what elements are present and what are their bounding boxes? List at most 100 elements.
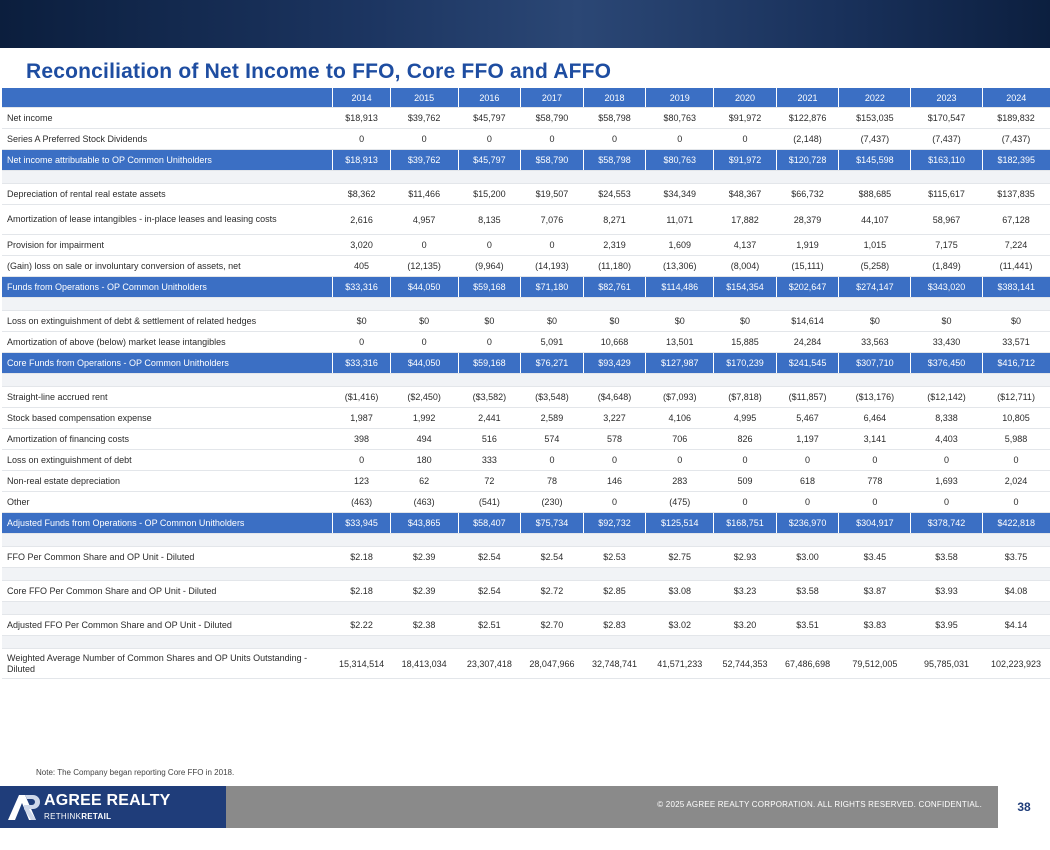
value-cell: 0	[332, 449, 391, 471]
value-cell: ($11,857)	[776, 386, 839, 408]
value-cell: $58,790	[520, 149, 584, 171]
value-cell: 4,403	[910, 428, 983, 450]
value-cell: 10,668	[583, 331, 646, 353]
table-row: (Gain) loss on sale or involuntary conve…	[2, 255, 1050, 277]
value-cell: (8,004)	[713, 255, 777, 277]
value-cell: $33,945	[332, 512, 391, 534]
value-cell: $307,710	[838, 352, 911, 374]
value-cell: 578	[583, 428, 646, 450]
spacer-row	[2, 297, 1050, 311]
value-cell: 1,919	[776, 234, 839, 256]
value-cell: (9,964)	[458, 255, 521, 277]
top-banner	[0, 0, 1050, 48]
year-header: 2018	[582, 88, 646, 108]
subtotal-row: Core Funds from Operations - OP Common U…	[2, 352, 1050, 374]
value-cell: ($13,176)	[838, 386, 911, 408]
value-cell: $2.39	[390, 546, 459, 568]
value-cell: $59,168	[457, 352, 521, 374]
value-cell: 0	[982, 491, 1050, 513]
row-label: Straight-line accrued rent	[2, 386, 333, 408]
company-logo: AGREE REALTY RETHINKRETAIL	[0, 786, 226, 828]
value-cell: $236,970	[775, 512, 839, 534]
value-cell: 7,175	[910, 234, 983, 256]
value-cell: 15,314,514	[332, 648, 391, 679]
value-cell: (11,441)	[982, 255, 1050, 277]
value-cell: (7,437)	[838, 128, 911, 150]
value-cell: 0	[713, 491, 777, 513]
row-label: Net income	[2, 107, 333, 129]
value-cell: $3.08	[645, 580, 714, 602]
value-cell: $170,239	[713, 352, 777, 374]
spacer-row	[2, 533, 1050, 547]
value-cell: $58,798	[583, 107, 646, 129]
value-cell: $2.72	[520, 580, 584, 602]
value-cell: 509	[713, 470, 777, 492]
value-cell: 102,223,923	[982, 648, 1050, 679]
value-cell: 0	[390, 331, 459, 353]
value-cell: $33,316	[332, 352, 391, 374]
value-cell: $18,913	[332, 107, 391, 129]
value-cell: $2.75	[645, 546, 714, 568]
value-cell: 41,571,233	[645, 648, 714, 679]
value-cell: 2,589	[520, 407, 584, 429]
value-cell: $304,917	[838, 512, 911, 534]
value-cell: $416,712	[981, 352, 1050, 374]
value-cell: $34,349	[645, 183, 714, 205]
subtotal-row: Adjusted Funds from Operations - OP Comm…	[2, 512, 1050, 534]
value-cell: 4,106	[645, 407, 714, 429]
value-cell: 4,995	[713, 407, 777, 429]
spacer-cell	[2, 635, 1050, 649]
value-cell: 283	[645, 470, 714, 492]
value-cell: $2.54	[458, 580, 521, 602]
spacer-row	[2, 635, 1050, 649]
table-row: Provision for impairment 3,020 0 0 0 2,319 1,6…	[2, 234, 1050, 256]
value-cell: 1,987	[332, 407, 391, 429]
value-cell: 0	[776, 491, 839, 513]
table-row: Loss on extinguishment of debt 0 180 333 0 0 0…	[2, 449, 1050, 471]
value-cell: $115,617	[910, 183, 983, 205]
spacer-cell	[2, 373, 1050, 387]
value-cell: 0	[332, 128, 391, 150]
value-cell: 7,224	[982, 234, 1050, 256]
value-cell: $3.87	[838, 580, 911, 602]
table-row: Net income $18,913 $39,762 $45,797 $58,790 $5…	[2, 107, 1050, 129]
value-cell: 28,047,966	[520, 648, 584, 679]
value-cell: 5,091	[520, 331, 584, 353]
value-cell: $43,865	[389, 512, 459, 534]
value-cell: $2.85	[583, 580, 646, 602]
value-cell: $2.54	[458, 546, 521, 568]
row-label: Loss on extinguishment of debt & settlem…	[2, 310, 333, 332]
value-cell: $91,972	[713, 149, 777, 171]
table-row: Straight-line accrued rent ($1,416) ($2,45…	[2, 386, 1050, 408]
value-cell: $3.58	[776, 580, 839, 602]
value-cell: $168,751	[713, 512, 777, 534]
year-header: 2021	[775, 88, 839, 108]
value-cell: 1,197	[776, 428, 839, 450]
value-cell: $39,762	[390, 107, 459, 129]
value-cell: ($4,648)	[583, 386, 646, 408]
value-cell: 494	[390, 428, 459, 450]
value-cell: $11,466	[390, 183, 459, 205]
row-label: Amortization of above (below) market lea…	[2, 331, 333, 353]
value-cell: $0	[332, 310, 391, 332]
value-cell: $66,732	[776, 183, 839, 205]
value-cell: $241,545	[775, 352, 839, 374]
value-cell: 0	[838, 449, 911, 471]
value-cell: $58,407	[457, 512, 521, 534]
value-cell: 0	[713, 449, 777, 471]
value-cell: 398	[332, 428, 391, 450]
table-row: Depreciation of rental real estate asset…	[2, 183, 1050, 205]
spacer-row	[2, 567, 1050, 581]
value-cell: $114,486	[645, 276, 714, 298]
value-cell: (13,306)	[645, 255, 714, 277]
value-cell: 0	[390, 234, 459, 256]
value-cell: ($1,416)	[332, 386, 391, 408]
value-cell: 405	[332, 255, 391, 277]
value-cell: (463)	[390, 491, 459, 513]
value-cell: 24,284	[776, 331, 839, 353]
spacer-cell	[2, 533, 1050, 547]
row-label: Amortization of financing costs	[2, 428, 333, 450]
value-cell: 0	[583, 449, 646, 471]
reconciliation-table: 2014 2015 2016 2017 2018 2019 2020 2021 2022 2023…	[2, 88, 1050, 679]
value-cell: $2.53	[583, 546, 646, 568]
